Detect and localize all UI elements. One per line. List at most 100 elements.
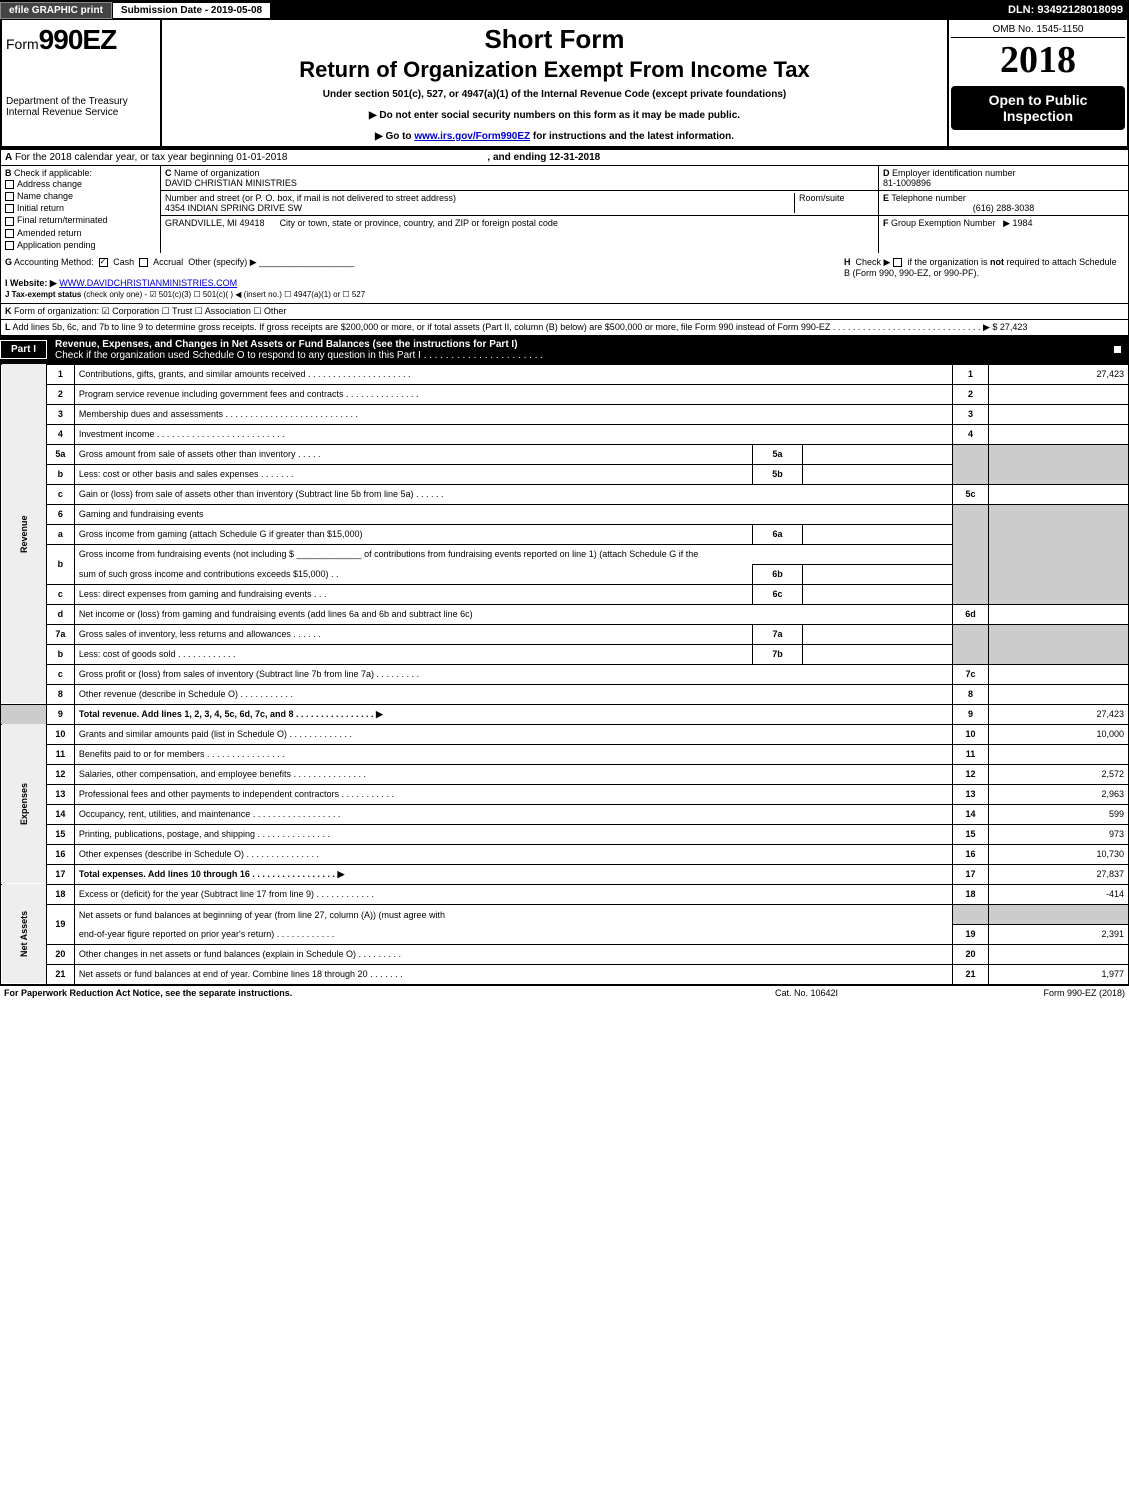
label-i: I Website: ▶ [5, 278, 57, 288]
line-17-value: 27,837 [989, 864, 1129, 884]
shaded-cell [989, 904, 1129, 924]
part-1-table: Revenue 1 Contributions, gifts, grants, … [0, 364, 1129, 985]
line-15-ref: 15 [953, 824, 989, 844]
checkbox-cash[interactable] [99, 258, 108, 267]
cat-number: Cat. No. 10642I [775, 988, 975, 998]
label-j: J Tax-exempt status [5, 290, 81, 299]
line-19-label2: end-of-year figure reported on prior yea… [74, 924, 952, 944]
line-21-value: 1,977 [989, 964, 1129, 984]
line-5b-sub: 5b [753, 464, 803, 484]
row-k-form-org: K Form of organization: ☑ Corporation ☐ … [0, 304, 1129, 320]
line-18-value: -414 [989, 884, 1129, 904]
line-12-ref: 12 [953, 764, 989, 784]
line-16-value: 10,730 [989, 844, 1129, 864]
ein-label: Employer identification number [892, 168, 1016, 178]
line-19-num: 19 [46, 904, 74, 944]
row-l-gross-receipts: L Add lines 5b, 6c, and 7b to line 9 to … [0, 320, 1129, 336]
line-6d-value [989, 604, 1129, 624]
checkbox-name-change[interactable]: Name change [5, 190, 156, 202]
line-20-ref: 20 [953, 944, 989, 964]
line-6a-subval [803, 524, 953, 544]
checkbox-amended-return[interactable]: Amended return [5, 227, 156, 239]
line-6c-sub: 6c [753, 584, 803, 604]
line-2-value [989, 384, 1129, 404]
irs-link[interactable]: www.irs.gov/Form990EZ [414, 131, 530, 142]
checkbox-icon [5, 229, 14, 238]
header-bar: efile GRAPHIC print Submission Date - 20… [0, 0, 1129, 20]
shaded-cell [989, 624, 1129, 664]
line-6a-label: Gross income from gaming (attach Schedul… [74, 524, 752, 544]
part-1-check-text: Check if the organization used Schedule … [55, 350, 543, 361]
form-label: Form [6, 36, 39, 52]
entity-info-block: B Check if applicable: Address change Na… [0, 166, 1129, 253]
line-9-value: 27,423 [989, 704, 1129, 724]
checkbox-icon [5, 217, 14, 226]
line-7a-num: 7a [46, 624, 74, 644]
shaded-cell [989, 504, 1129, 604]
line-6b-label2: sum of such gross income and contributio… [74, 564, 752, 584]
line-6a-sub: 6a [753, 524, 803, 544]
form-title-block: Short Form Return of Organization Exempt… [162, 20, 947, 146]
accrual-label: Accrual [153, 257, 183, 267]
checkbox-final-return[interactable]: Final return/terminated [5, 214, 156, 226]
line-1-value: 27,423 [989, 364, 1129, 384]
line-6b-subval [803, 564, 953, 584]
line-8-ref: 8 [953, 684, 989, 704]
line-4-value [989, 424, 1129, 444]
row-g-accounting: G Accounting Method: Cash Accrual Other … [0, 253, 1129, 304]
line-16-num: 16 [46, 844, 74, 864]
line-14-ref: 14 [953, 804, 989, 824]
tax-exempt-status: (check only one) - ☑ 501(c)(3) ☐ 501(c)(… [84, 290, 366, 299]
line-8-num: 8 [46, 684, 74, 704]
checkbox-icon [5, 204, 14, 213]
line-1-ref: 1 [953, 364, 989, 384]
shaded-cell [953, 504, 989, 604]
checkbox-application-pending[interactable]: Application pending [5, 239, 156, 251]
line-7b-subval [803, 644, 953, 664]
open-to-public: Open to Public Inspection [951, 86, 1125, 130]
website-value[interactable]: WWW.DAVIDCHRISTIANMINISTRIES.COM [59, 278, 237, 288]
line-4-num: 4 [46, 424, 74, 444]
checkbox-schedule-b[interactable] [893, 258, 902, 267]
line-10-ref: 10 [953, 724, 989, 744]
efile-print-button[interactable]: efile GRAPHIC print [0, 2, 112, 19]
checkbox-initial-return[interactable]: Initial return [5, 202, 156, 214]
line-2-label: Program service revenue including govern… [74, 384, 952, 404]
line-3-ref: 3 [953, 404, 989, 424]
city-label: City or town, state or province, country… [280, 218, 558, 228]
checkbox-address-change[interactable]: Address change [5, 178, 156, 190]
short-form-title: Short Form [166, 24, 943, 55]
line-6d-num: d [46, 604, 74, 624]
line-19-ref: 19 [953, 924, 989, 944]
h-text2: if the organization is [907, 257, 990, 267]
label-c: C [165, 168, 172, 178]
line-7c-label: Gross profit or (loss) from sales of inv… [74, 664, 952, 684]
part-1-title: Revenue, Expenses, and Changes in Net As… [55, 339, 518, 350]
shaded-cell [953, 624, 989, 664]
label-l: L [5, 322, 11, 332]
line-19-label: Net assets or fund balances at beginning… [74, 904, 952, 924]
line-13-num: 13 [46, 784, 74, 804]
line-3-label: Membership dues and assessments . . . . … [74, 404, 952, 424]
line-14-num: 14 [46, 804, 74, 824]
line-9-label: Total revenue. Add lines 1, 2, 3, 4, 5c,… [74, 704, 952, 724]
checkbox-schedule-o[interactable] [1113, 345, 1122, 354]
line-21-label: Net assets or fund balances at end of ye… [74, 964, 952, 984]
shaded-cell [989, 444, 1129, 484]
department-treasury: Department of the Treasury [6, 96, 156, 107]
part-1-label: Part I [0, 340, 47, 359]
irs-label: Internal Revenue Service [6, 107, 156, 118]
line-10-label: Grants and similar amounts paid (list in… [74, 724, 952, 744]
line-5c-value [989, 484, 1129, 504]
line-5c-label: Gain or (loss) from sale of assets other… [74, 484, 952, 504]
line-1-num: 1 [46, 364, 74, 384]
checkbox-accrual[interactable] [139, 258, 148, 267]
checkbox-icon [5, 180, 14, 189]
group-exemption-label: Group Exemption Number [891, 218, 996, 228]
line-5b-num: b [46, 464, 74, 484]
shaded-cell [953, 904, 989, 924]
line-20-label: Other changes in net assets or fund bala… [74, 944, 952, 964]
line-5a-subval [803, 444, 953, 464]
other-specify: Other (specify) ▶ [188, 257, 256, 267]
line-20-num: 20 [46, 944, 74, 964]
